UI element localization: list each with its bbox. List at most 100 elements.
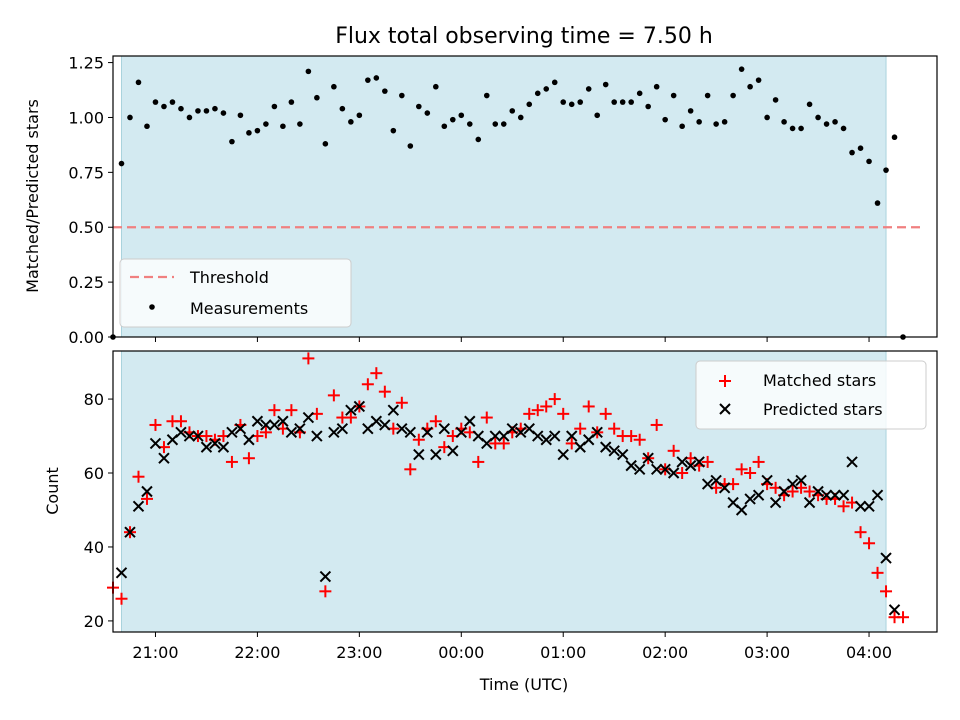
- measurement-point: [534, 90, 541, 97]
- predicted-star-point: [302, 411, 315, 424]
- measurement-point: [849, 149, 855, 156]
- measurement-point: [390, 127, 397, 134]
- x-tick-label: 22:00: [234, 643, 280, 662]
- measurement-point: [339, 105, 346, 112]
- measurement-point: [331, 83, 337, 90]
- measurement-point: [696, 119, 702, 125]
- matched-star-point: [608, 422, 621, 435]
- matched-star-point: [344, 411, 357, 424]
- matched-star-point: [302, 352, 315, 365]
- measurement-point: [178, 105, 184, 112]
- matched-star-point: [701, 455, 714, 468]
- measurement-point: [492, 121, 499, 127]
- predicted-star-point: [353, 400, 366, 413]
- measurement-point: [747, 83, 753, 90]
- measurement-point: [203, 108, 210, 114]
- bottom-panel: 20 40 60 80 21:00 22:00 23:00 00:00 01:00 02:00 0…: [43, 350, 938, 694]
- x-tick-label: 01:00: [540, 643, 586, 662]
- top-legend-box: [119, 258, 352, 328]
- measurement-point: [373, 75, 380, 81]
- measurement-point: [186, 114, 193, 121]
- matched-star-point: [404, 463, 417, 476]
- predicted-star-point: [251, 415, 264, 427]
- legend-measurements-label: Measurements: [190, 299, 308, 318]
- measurement-point: [135, 79, 142, 86]
- predicted-star-point: [871, 489, 884, 501]
- predicted-star-point: [158, 452, 170, 464]
- measurement-point: [891, 134, 898, 141]
- predicted-star-point: [370, 415, 383, 427]
- matched-star-point: [429, 415, 442, 428]
- predicted-star-point: [752, 489, 765, 501]
- measurement-point: [781, 119, 787, 125]
- measurement-point: [577, 99, 584, 105]
- predicted-star-point: [803, 496, 816, 509]
- predicted-star-point: [115, 567, 128, 579]
- measurement-point: [449, 116, 456, 123]
- predicted-star-point: [625, 459, 637, 472]
- predicted-star-point: [659, 463, 671, 476]
- predicted-star-point: [149, 437, 162, 450]
- top-y-tick-label: 1.00: [68, 108, 104, 127]
- matched-star-point: [361, 378, 374, 391]
- measurement-point: [764, 114, 770, 121]
- predicted-star-point: [404, 426, 417, 439]
- measurement-point: [246, 130, 252, 136]
- measurement-point: [263, 121, 269, 127]
- matched-star-point: [871, 566, 884, 579]
- predicted-star-point: [413, 448, 425, 461]
- predicted-star-point: [837, 489, 850, 501]
- measurement-point: [382, 88, 388, 94]
- x-tick-label: 04:00: [846, 643, 892, 662]
- measurement-point: [568, 101, 575, 108]
- measurement-point: [543, 86, 550, 92]
- matched-star-point: [625, 430, 638, 443]
- measurement-point: [823, 121, 830, 127]
- predicted-star-point: [277, 415, 289, 427]
- measurement-point: [348, 119, 354, 125]
- measurement-point: [619, 99, 626, 105]
- measurement-point: [144, 123, 150, 130]
- predicted-stars-series: [115, 400, 901, 616]
- matched-star-point: [863, 537, 876, 550]
- measurement-point: [118, 160, 125, 167]
- predicted-star-point: [285, 426, 298, 439]
- measurement-point: [526, 101, 533, 108]
- matched-star-point: [497, 437, 510, 450]
- predicted-star-point: [718, 482, 731, 494]
- matched-star-point: [880, 585, 893, 598]
- matched-star-point: [803, 485, 816, 498]
- predicted-star-point: [863, 500, 875, 512]
- measurement-point: [322, 141, 329, 147]
- measurement-point: [271, 103, 278, 110]
- matched-star-point: [395, 396, 408, 409]
- predicted-star-point: [464, 415, 476, 427]
- x-tick-label: 02:00: [642, 643, 688, 662]
- top-x-ticks: [154, 337, 870, 342]
- matched-star-point: [540, 400, 553, 413]
- measurement-point: [645, 103, 651, 110]
- measurement-point: [704, 92, 711, 99]
- measurement-point: [670, 92, 677, 99]
- x-tick-label: 21:00: [132, 643, 178, 662]
- matched-star-point: [548, 393, 561, 406]
- legend-threshold-label: Threshold: [189, 268, 269, 287]
- predicted-star-point: [591, 426, 603, 439]
- predicted-star-point: [132, 500, 145, 512]
- predicted-star-point: [880, 552, 892, 564]
- measurement-point: [152, 99, 159, 105]
- measurement-point: [874, 200, 881, 206]
- measurement-point: [755, 77, 762, 83]
- measurement-point: [517, 114, 524, 121]
- measurement-point: [424, 110, 431, 116]
- predicted-star-point: [268, 419, 281, 431]
- top-y-ticks: 0.00 0.25 0.50 0.75 1.00 1.25: [68, 54, 113, 347]
- matched-star-point: [370, 367, 383, 380]
- predicted-star-point: [735, 504, 748, 516]
- measurement-point: [585, 86, 592, 92]
- matched-star-point: [633, 433, 646, 446]
- top-legend: Threshold Measurements: [119, 258, 352, 328]
- predicted-star-point: [829, 489, 841, 501]
- measurement-point: [416, 103, 422, 110]
- measurement-point: [229, 138, 235, 145]
